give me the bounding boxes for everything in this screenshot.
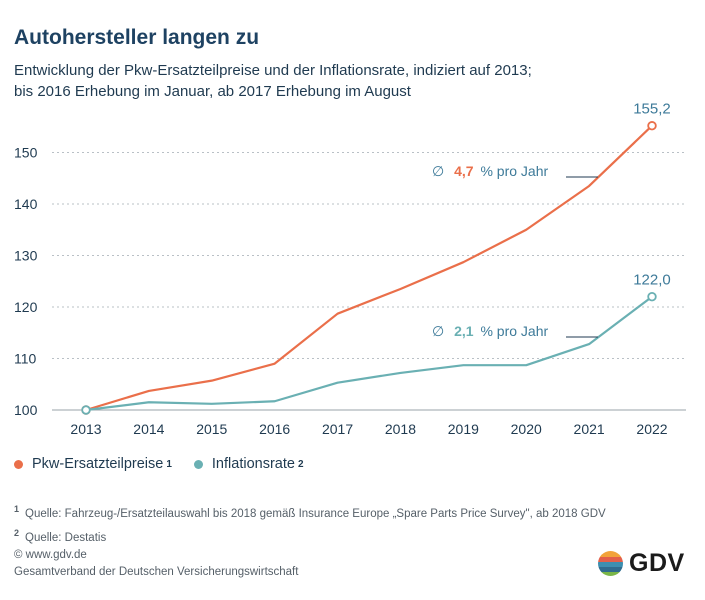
copyright-block: © www.gdv.de Gesamtverband der Deutschen… [14,547,298,581]
chart-subtitle: Entwicklung der Pkw-Ersatzteilpreise und… [14,60,694,102]
legend-footnote-inflation: 2 [297,458,304,470]
footnote-2: 2 Quelle: Destatis [14,524,606,548]
legend-label-pkw: Pkw-Ersatzteilpreise [32,456,164,472]
legend-item-pkw: Pkw-Ersatzteilpreise 1 [14,456,172,472]
footnote-1-number: 1 [14,504,20,514]
x-tick-label-2019: 2019 [448,421,479,437]
y-tick-label-100: 100 [14,402,38,418]
y-tick-label-130: 130 [14,248,38,264]
footnote-2-number: 2 [14,527,20,538]
y-tick-label-140: 140 [14,196,38,212]
legend-item-inflation: Inflationsrate 2 [193,456,304,472]
axis-labels: 100 110 120 130 140 150 2013 2014 2015 2016 2017 20… [14,145,668,438]
x-tick-label-2018: 2018 [385,421,416,437]
legend-dot-pkw [14,459,23,469]
series-1-growth-annotation: ∅ 2,1 % pro Jahr [432,323,548,339]
series-0-end-point [647,121,657,131]
x-tick-label-2022: 2022 [636,421,667,437]
chart-title: Autohersteller langen zu [14,26,260,49]
copyright-link: © www.gdv.de [14,549,87,561]
series-1-end-point [647,292,657,302]
x-tick-label-2016: 2016 [259,421,290,437]
footnote-1-text: Quelle: Fahrzeug-/Ersatzteilauswahl bis … [25,507,606,520]
grid-lines [52,152,686,411]
series-0-growth-annotation: ∅ 4,7 % pro Jahr [432,163,548,179]
y-tick-label-110: 110 [14,351,37,367]
x-tick-label-2021: 2021 [574,421,605,437]
legend: Pkw-Ersatzteilpreise 1 Inflationsrate 2 [14,456,326,472]
y-tick-label-120: 120 [14,299,38,315]
series-0-end-label: 155,2 [633,101,671,118]
x-tick-label-2015: 2015 [196,421,227,437]
legend-footnote-pkw: 1 [166,458,172,470]
footnote-1: 1 Quelle: Fahrzeug-/Ersatzteilauswahl bis… [14,500,606,524]
organization-name: Gesamtverband der Deutschen Versicherung… [14,566,299,578]
line-chart: 100 110 120 130 140 150 2013 2014 2015 2016 2017 20… [14,101,686,438]
legend-dot-inflation [193,459,203,469]
series-1-start-point [81,405,91,415]
subtitle-line-1: Entwicklung der Pkw-Ersatzteilpreise und… [14,62,532,79]
legend-label-inflation: Inflationsrate [211,456,295,472]
x-tick-label-2020: 2020 [511,421,542,437]
series-line-0 [85,124,653,412]
gdv-logo: GDV [598,549,685,578]
x-tick-label-2014: 2014 [133,421,164,437]
gdv-logo-text: GDV [629,549,685,577]
x-tick-label-2017: 2017 [322,421,353,437]
annotations: 155,2 ∅ 4,7 % pro Jahr 122,0 ∅ 2,1 % pro Ja… [432,101,671,339]
footnotes: 1 Quelle: Fahrzeug-/Ersatzteilauswahl bis… [14,500,606,548]
x-tick-label-2013: 2013 [70,421,101,437]
y-tick-label-150: 150 [14,145,38,161]
subtitle-line-2: bis 2016 Erhebung im Januar, ab 2017 Erh… [14,83,411,100]
series-1-end-label: 122,0 [633,272,671,289]
footnote-2-text: Quelle: Destatis [25,531,107,544]
gdv-logo-icon [598,551,623,576]
series-line-1 [85,295,653,412]
series-lines [81,121,657,415]
